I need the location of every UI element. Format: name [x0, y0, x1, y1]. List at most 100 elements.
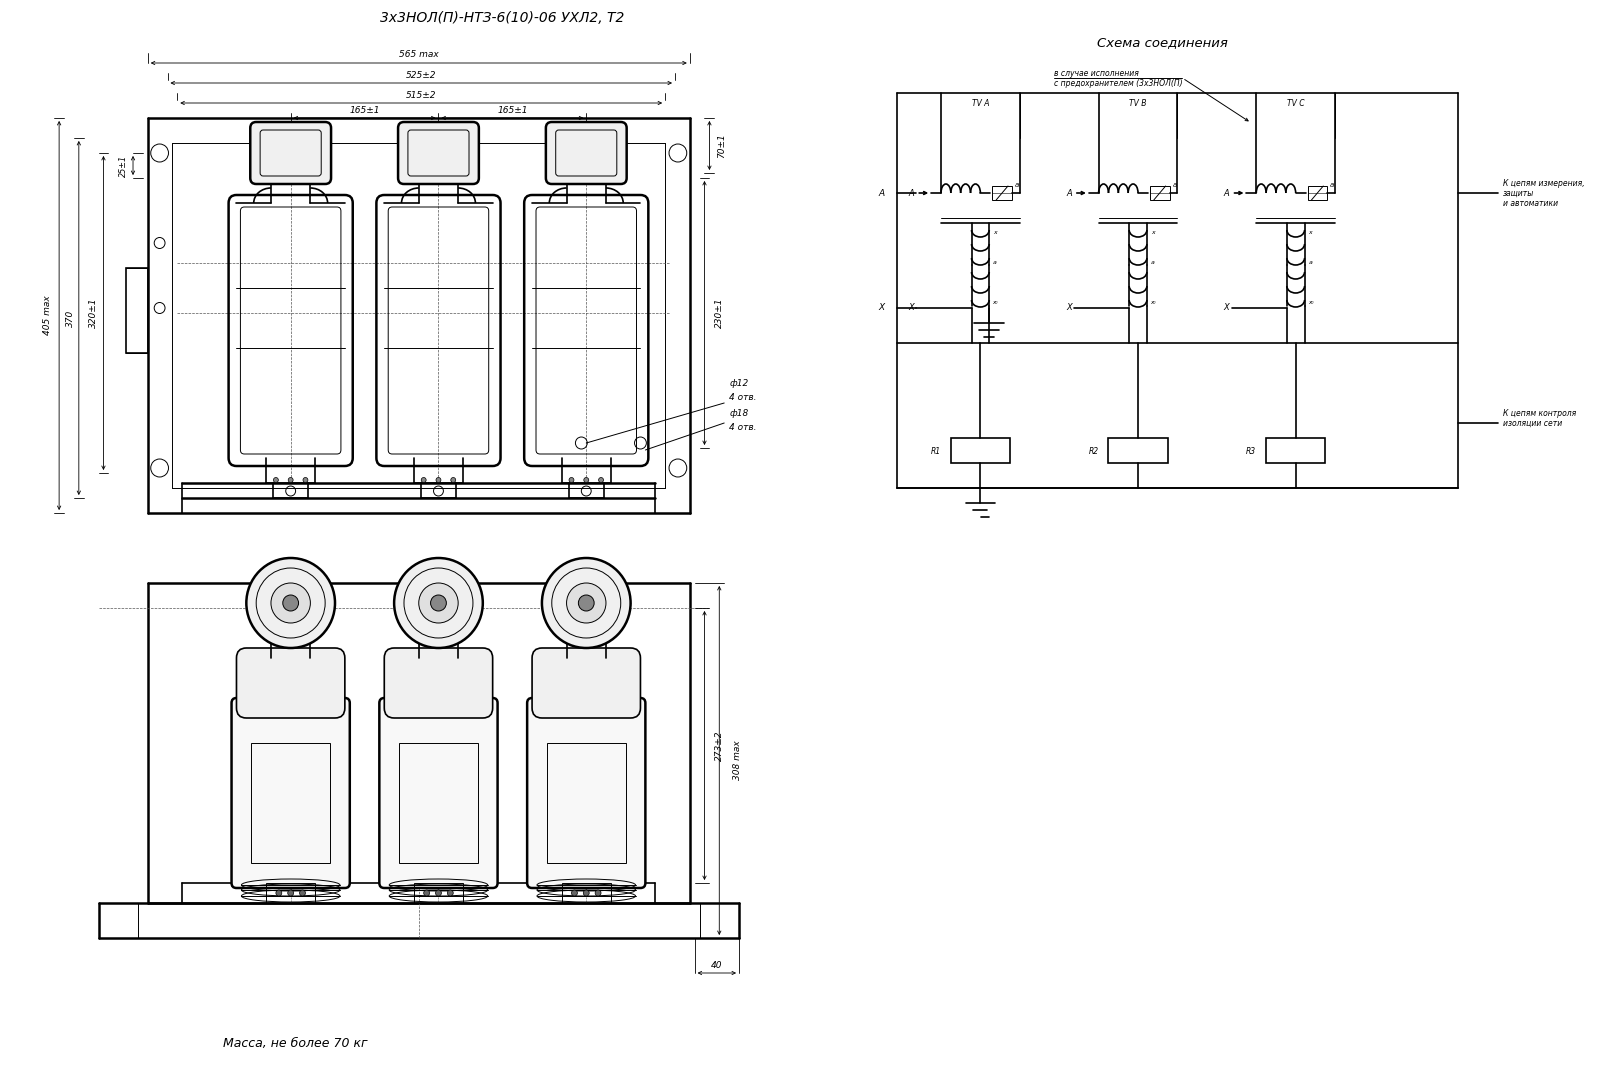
Text: 515±2: 515±2 — [406, 91, 437, 100]
Bar — [126, 268, 147, 353]
Text: a: a — [1330, 182, 1334, 188]
Text: в случае исполнения: в случае исполнения — [1054, 69, 1139, 77]
Bar — [266, 883, 315, 903]
Text: с предохранителем (3x3НОЛ(П): с предохранителем (3x3НОЛ(П) — [1054, 78, 1182, 87]
Circle shape — [448, 890, 453, 897]
Text: x: x — [1309, 231, 1312, 235]
Bar — [398, 743, 478, 863]
FancyBboxPatch shape — [250, 122, 331, 184]
Circle shape — [595, 890, 602, 897]
Circle shape — [419, 583, 458, 623]
Text: X: X — [909, 304, 914, 312]
Text: X: X — [878, 304, 885, 312]
Text: a: a — [1014, 182, 1019, 188]
Text: A: A — [878, 188, 885, 198]
Text: К цепям контроля: К цепям контроля — [1502, 408, 1576, 418]
Bar — [950, 438, 1010, 463]
Circle shape — [584, 478, 589, 482]
Circle shape — [584, 890, 589, 897]
Bar — [414, 883, 462, 903]
Text: 165±1: 165±1 — [498, 106, 528, 115]
Bar — [562, 883, 611, 903]
Text: 70±1: 70±1 — [717, 133, 726, 158]
Circle shape — [430, 595, 446, 611]
Text: 25±1: 25±1 — [118, 154, 128, 176]
Text: R1: R1 — [931, 446, 941, 456]
Text: a: a — [1173, 182, 1176, 188]
Text: защиты: защиты — [1502, 188, 1534, 198]
Text: R2: R2 — [1088, 446, 1099, 456]
Circle shape — [299, 890, 306, 897]
FancyBboxPatch shape — [546, 122, 627, 184]
Bar — [1109, 438, 1168, 463]
Bar — [1266, 438, 1325, 463]
Circle shape — [566, 583, 606, 623]
Text: 230±1: 230±1 — [715, 298, 723, 329]
Text: 4 отв.: 4 отв. — [730, 394, 757, 403]
Bar — [251, 743, 330, 863]
Circle shape — [571, 890, 578, 897]
Bar — [1307, 186, 1328, 200]
Text: TV C: TV C — [1286, 99, 1304, 108]
Circle shape — [451, 478, 456, 482]
Circle shape — [570, 478, 574, 482]
Circle shape — [302, 478, 307, 482]
Text: A: A — [1224, 188, 1229, 198]
Text: 370: 370 — [67, 309, 75, 326]
FancyBboxPatch shape — [379, 698, 498, 888]
FancyBboxPatch shape — [533, 648, 640, 718]
Text: A: A — [1066, 188, 1072, 198]
Text: x: x — [1150, 231, 1155, 235]
Text: Схема соединения: Схема соединения — [1098, 37, 1229, 49]
Text: 405 max: 405 max — [43, 296, 51, 335]
Text: 525±2: 525±2 — [406, 71, 437, 81]
Text: 273±2: 273±2 — [715, 730, 723, 761]
Circle shape — [437, 478, 442, 482]
Text: a: a — [1309, 260, 1312, 265]
Circle shape — [246, 558, 334, 648]
Bar — [547, 743, 626, 863]
Circle shape — [288, 890, 294, 897]
Circle shape — [421, 478, 426, 482]
Circle shape — [394, 558, 483, 648]
Text: x₀: x₀ — [1150, 300, 1155, 306]
Text: R3: R3 — [1246, 446, 1256, 456]
Text: x₀: x₀ — [992, 300, 998, 306]
Text: 40: 40 — [710, 961, 723, 970]
Bar — [1150, 186, 1170, 200]
Text: 3x3НОЛ(П)-НТЗ-6(10)-06 УХЛ2, Т2: 3x3НОЛ(П)-НТЗ-6(10)-06 УХЛ2, Т2 — [381, 11, 624, 25]
FancyBboxPatch shape — [384, 648, 493, 718]
Circle shape — [598, 478, 603, 482]
Text: A: A — [909, 188, 914, 198]
Text: X: X — [1066, 304, 1072, 312]
FancyBboxPatch shape — [398, 122, 478, 184]
Text: 4 отв.: 4 отв. — [730, 423, 757, 433]
Text: ф12: ф12 — [730, 379, 749, 387]
Text: изоляции сети: изоляции сети — [1502, 419, 1562, 428]
Circle shape — [435, 890, 442, 897]
FancyBboxPatch shape — [232, 698, 350, 888]
Circle shape — [275, 890, 282, 897]
Circle shape — [270, 583, 310, 623]
Text: TV A: TV A — [971, 99, 989, 108]
Circle shape — [288, 478, 293, 482]
Text: X: X — [1224, 304, 1229, 312]
Text: a: a — [994, 260, 997, 265]
Text: ф18: ф18 — [730, 408, 749, 418]
Circle shape — [283, 595, 299, 611]
FancyBboxPatch shape — [237, 648, 346, 718]
Circle shape — [578, 595, 594, 611]
Text: и автоматики: и автоматики — [1502, 198, 1558, 208]
Circle shape — [424, 890, 429, 897]
Text: 308 max: 308 max — [733, 741, 741, 780]
Text: a: a — [1150, 260, 1155, 265]
Text: К цепям измерения,: К цепям измерения, — [1502, 178, 1584, 187]
Bar — [992, 186, 1011, 200]
Circle shape — [274, 478, 278, 482]
Text: x: x — [994, 231, 997, 235]
Circle shape — [542, 558, 630, 648]
Text: Масса, не более 70 кг: Масса, не более 70 кг — [224, 1037, 368, 1050]
Text: TV B: TV B — [1130, 99, 1147, 108]
Text: 320±1: 320±1 — [90, 298, 98, 329]
Text: 165±1: 165±1 — [349, 106, 379, 115]
